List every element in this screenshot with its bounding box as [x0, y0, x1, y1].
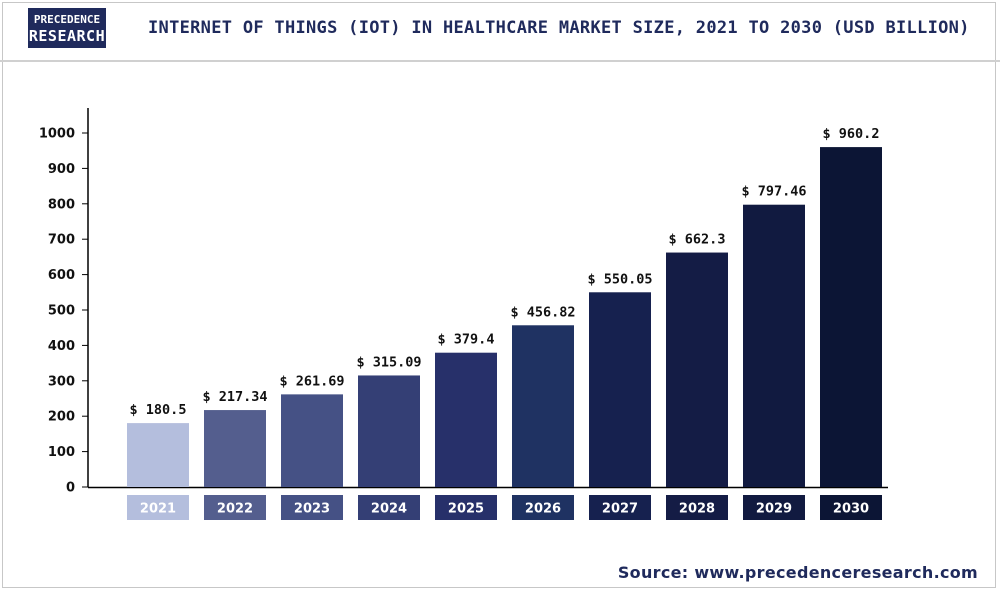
- bar: [512, 325, 574, 487]
- bar-value-label: $ 180.5: [130, 402, 187, 418]
- category-box: [358, 495, 420, 520]
- bar-value-label: $ 379.4: [438, 332, 495, 348]
- category-box: [743, 495, 805, 520]
- category-box: [127, 495, 189, 520]
- bar: [820, 147, 882, 487]
- bar-value-label: $ 456.82: [510, 304, 575, 320]
- category-label: 2028: [679, 502, 715, 517]
- category-box: [512, 495, 574, 520]
- bar-value-label: $ 315.09: [356, 354, 421, 370]
- category-box: [589, 495, 651, 520]
- y-tick-label: 500: [48, 304, 75, 319]
- bar-value-label: $ 662.3: [669, 232, 726, 248]
- bar: [127, 423, 189, 487]
- bar: [281, 394, 343, 487]
- category-box: [204, 495, 266, 520]
- chart-title: INTERNET OF THINGS (IOT) IN HEALTHCARE M…: [148, 18, 970, 38]
- y-tick-label: 700: [48, 233, 75, 248]
- logo-line-1: PRECEDENCE: [33, 13, 101, 26]
- category-box: [666, 495, 728, 520]
- category-label: 2023: [294, 502, 330, 517]
- chart-axes: 0 100 200 300 400 500 600 700 800 900 1000: [39, 108, 888, 496]
- y-tick-label: 400: [48, 339, 75, 354]
- bar: [204, 410, 266, 487]
- bar: [666, 252, 728, 487]
- category-box: [820, 495, 882, 520]
- y-tick-label: 0: [66, 481, 75, 496]
- header: PRECEDENCE RESEARCH INTERNET OF THINGS (…: [0, 0, 1000, 62]
- y-tick-label: 300: [48, 374, 75, 389]
- category-label: 2026: [525, 502, 561, 517]
- category-box: [435, 495, 497, 520]
- chart-category-labels: 2021 2022 2023 2024 2025 2026 2027 2028 2029 2030: [127, 495, 882, 520]
- category-label: 2027: [602, 502, 638, 517]
- y-tick-label: 1000: [39, 127, 75, 142]
- bar-value-label: $ 217.34: [202, 389, 267, 405]
- chart-value-labels: $ 180.5 $ 217.34 $ 261.69 $ 315.09 $ 379.4 $ …: [130, 126, 880, 418]
- bar-value-label: $ 261.69: [279, 373, 344, 389]
- y-tick-label: 600: [48, 268, 75, 283]
- chart-bars: [127, 147, 882, 487]
- category-box: [281, 495, 343, 520]
- y-tick-label: 200: [48, 410, 75, 425]
- category-label: 2029: [756, 502, 792, 517]
- bar: [435, 352, 497, 487]
- bar: [358, 375, 420, 487]
- bar-value-label: $ 550.05: [587, 271, 652, 287]
- y-tick-label: 800: [48, 197, 75, 212]
- category-label: 2021: [140, 502, 176, 517]
- category-label: 2025: [448, 502, 484, 517]
- y-tick-label: 900: [48, 162, 75, 177]
- y-tick-label: 100: [48, 445, 75, 460]
- bar-value-label: $ 960.2: [823, 126, 880, 142]
- bar: [743, 204, 805, 487]
- source-credit: Source: www.precedenceresearch.com: [617, 563, 978, 582]
- bar: [589, 292, 651, 487]
- category-label: 2030: [833, 502, 869, 517]
- precedence-research-logo: PRECEDENCE RESEARCH: [28, 8, 106, 48]
- logo-line-2: RESEARCH: [28, 27, 106, 45]
- category-label: 2024: [371, 502, 407, 517]
- category-label: 2022: [217, 502, 253, 517]
- bar-value-label: $ 797.46: [741, 184, 806, 200]
